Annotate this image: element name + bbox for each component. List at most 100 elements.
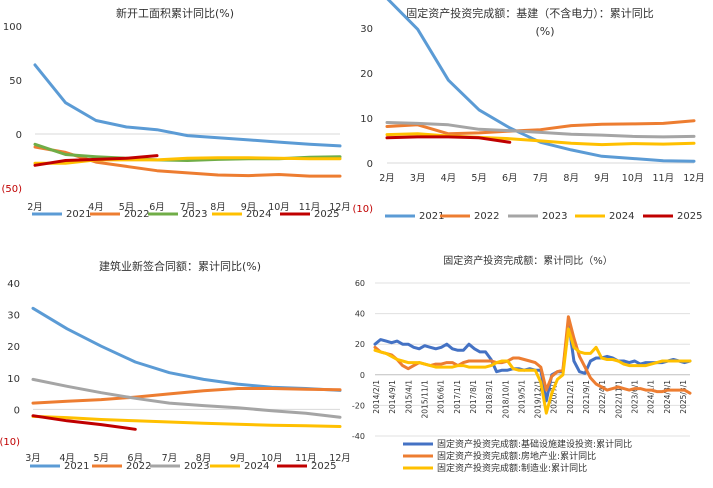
y-tick-label: 50 bbox=[9, 76, 22, 87]
series-line-2021 bbox=[33, 63, 342, 148]
x-tick-label: 6月 bbox=[128, 453, 144, 464]
y-tick-label: -20 bbox=[352, 401, 365, 410]
y-tick-label: 40 bbox=[7, 279, 20, 290]
y-tick-label: 20 bbox=[7, 342, 20, 353]
x-tick-label: 2024/1/1 bbox=[647, 380, 656, 414]
y-tick-label-negative: (10) bbox=[352, 204, 373, 215]
chart-new-construction-area: 新开工面积累计同比(%) 100 50 0 (50) 2月 4月 5月 6月 7月 8月 9月 10月… bbox=[1, 6, 350, 220]
x-tick-label: 6月 bbox=[149, 202, 165, 213]
chart-infrastructure-investment: 固定资产投资完成额：基建（不含电力）：累计同比 (%) 30 20 10 0 (10) 2… bbox=[352, 0, 705, 222]
x-tick-label: 7月 bbox=[162, 453, 178, 464]
series-line-2024 bbox=[385, 132, 696, 147]
legend-label-2025: 2025 bbox=[677, 211, 702, 222]
x-tick-label: 5月 bbox=[93, 453, 109, 464]
chart-title-line1: 固定资产投资完成额：基建（不含电力）：累计同比 bbox=[406, 6, 654, 20]
x-tick-label: 2023/6/1 bbox=[631, 380, 640, 414]
x-tick-label: 9月 bbox=[230, 453, 246, 464]
x-tick-label: 4月 bbox=[441, 173, 457, 184]
legend-label-2023: 2023 bbox=[182, 209, 207, 220]
x-tick-label: 2014/2/1 bbox=[372, 380, 381, 414]
y-tick-label: 0 bbox=[16, 130, 22, 141]
x-tick-label: 8月 bbox=[563, 173, 579, 184]
legend-label-2025: 2025 bbox=[311, 461, 336, 472]
x-tick-label: 8月 bbox=[196, 453, 212, 464]
x-tick-label: 2019/5/1 bbox=[517, 380, 526, 414]
legend-label-2021: 2021 bbox=[64, 461, 89, 472]
y-tick-label: 100 bbox=[3, 22, 22, 33]
x-tick-label: 2015/11/1 bbox=[421, 380, 430, 419]
y-tick-label: 30 bbox=[360, 24, 373, 35]
y-tick-label: 0 bbox=[360, 371, 365, 380]
x-tick-label: 6月 bbox=[502, 173, 518, 184]
y-tick-label: 10 bbox=[7, 374, 20, 385]
x-tick-label: 2018/3/1 bbox=[485, 380, 494, 414]
legend-label-2021: 2021 bbox=[419, 211, 444, 222]
series-line-2021 bbox=[31, 306, 342, 392]
y-tick-label: 0 bbox=[14, 405, 20, 416]
x-tick-label: 2月 bbox=[379, 173, 395, 184]
x-tick-label: 9月 bbox=[241, 202, 257, 213]
x-tick-label: 3月 bbox=[25, 453, 41, 464]
x-tick-label: 2018/10/1 bbox=[501, 380, 510, 419]
x-tick-label: 2024/8/1 bbox=[663, 380, 672, 414]
x-tick-label: 2015/4/1 bbox=[404, 380, 413, 414]
y-tick-label-negative: (50) bbox=[1, 184, 22, 195]
x-tick-label: 5月 bbox=[471, 173, 487, 184]
chart-title: 固定资产投资完成额：累计同比（%） bbox=[443, 254, 613, 267]
x-tick-label: 10月 bbox=[268, 202, 290, 213]
x-tick-label: 11月 bbox=[653, 173, 675, 184]
x-tick-label: 2020/7/1 bbox=[550, 380, 559, 414]
x-tick-label: 7月 bbox=[180, 202, 196, 213]
x-tick-label: 12月 bbox=[683, 173, 705, 184]
y-tick-label: 30 bbox=[7, 311, 20, 322]
series-line-2022 bbox=[385, 119, 696, 136]
chart-title: 建筑业新签合同额：累计同比(%) bbox=[99, 259, 261, 273]
x-tick-label: 2017/8/1 bbox=[469, 380, 478, 414]
legend-label-2021: 2021 bbox=[66, 209, 91, 220]
legend-label-2023: 2023 bbox=[184, 461, 209, 472]
series-line-2025 bbox=[385, 135, 512, 144]
x-tick-label: 12月 bbox=[329, 453, 351, 464]
x-tick-label: 8月 bbox=[210, 202, 226, 213]
x-tick-label: 2019/12/1 bbox=[534, 380, 543, 419]
legend-label-2024: 2024 bbox=[246, 209, 271, 220]
x-tick-label: 2016/6/1 bbox=[437, 380, 446, 414]
legend-label: 固定资产投资完成额:基础设施建设投资:累计同比 bbox=[437, 438, 632, 450]
x-tick-label: 2017/1/1 bbox=[453, 380, 462, 414]
x-tick-label: 2025/3/1 bbox=[679, 380, 688, 414]
x-tick-label: 11月 bbox=[299, 202, 321, 213]
x-tick-label: 4月 bbox=[88, 202, 104, 213]
y-tick-label: 60 bbox=[355, 279, 365, 288]
x-tick-label: 11月 bbox=[295, 453, 317, 464]
y-tick-label-negative: (10) bbox=[0, 437, 20, 448]
chart-title-line2: (%) bbox=[535, 25, 554, 38]
series-line-2023 bbox=[385, 121, 696, 139]
y-tick-label: -40 bbox=[352, 432, 365, 441]
y-tick-label: 0 bbox=[367, 159, 373, 170]
legend-label-2024: 2024 bbox=[609, 211, 634, 222]
legend-label-2022: 2022 bbox=[124, 209, 149, 220]
x-tick-label: 3月 bbox=[410, 173, 426, 184]
x-tick-label: 2月 bbox=[27, 202, 43, 213]
x-tick-label: 12月 bbox=[329, 202, 351, 213]
y-tick-label: 10 bbox=[360, 114, 373, 125]
series-line-2025 bbox=[33, 154, 159, 167]
legend-label: 固定资产投资完成额:房地产业:累计同比 bbox=[437, 450, 596, 462]
series-line-2023 bbox=[31, 377, 342, 419]
y-tick-label: 40 bbox=[355, 310, 365, 319]
series-line-2024 bbox=[31, 414, 342, 428]
x-tick-label: 10月 bbox=[261, 453, 283, 464]
legend-label-2022: 2022 bbox=[126, 461, 151, 472]
x-tick-label: 4月 bbox=[59, 453, 75, 464]
legend-label-2023: 2023 bbox=[542, 211, 567, 222]
y-tick-label: 20 bbox=[360, 69, 373, 80]
x-tick-label: 10月 bbox=[622, 173, 644, 184]
x-tick-label: 2021/9/1 bbox=[582, 380, 591, 414]
chart-title: 新开工面积累计同比(%) bbox=[116, 6, 234, 20]
chart-fixed-asset-investment: 固定资产投资完成额：累计同比（%） 60 40 20 0 -20 -40 2014/2/1 2… bbox=[352, 254, 692, 474]
x-tick-label: 2022/11/1 bbox=[614, 380, 623, 419]
series-line-2025 bbox=[31, 414, 137, 431]
chart-construction-new-contracts: 建筑业新签合同额：累计同比(%) 40 30 20 10 0 (10) 3月 4月 5月 6月 7月… bbox=[0, 259, 351, 472]
